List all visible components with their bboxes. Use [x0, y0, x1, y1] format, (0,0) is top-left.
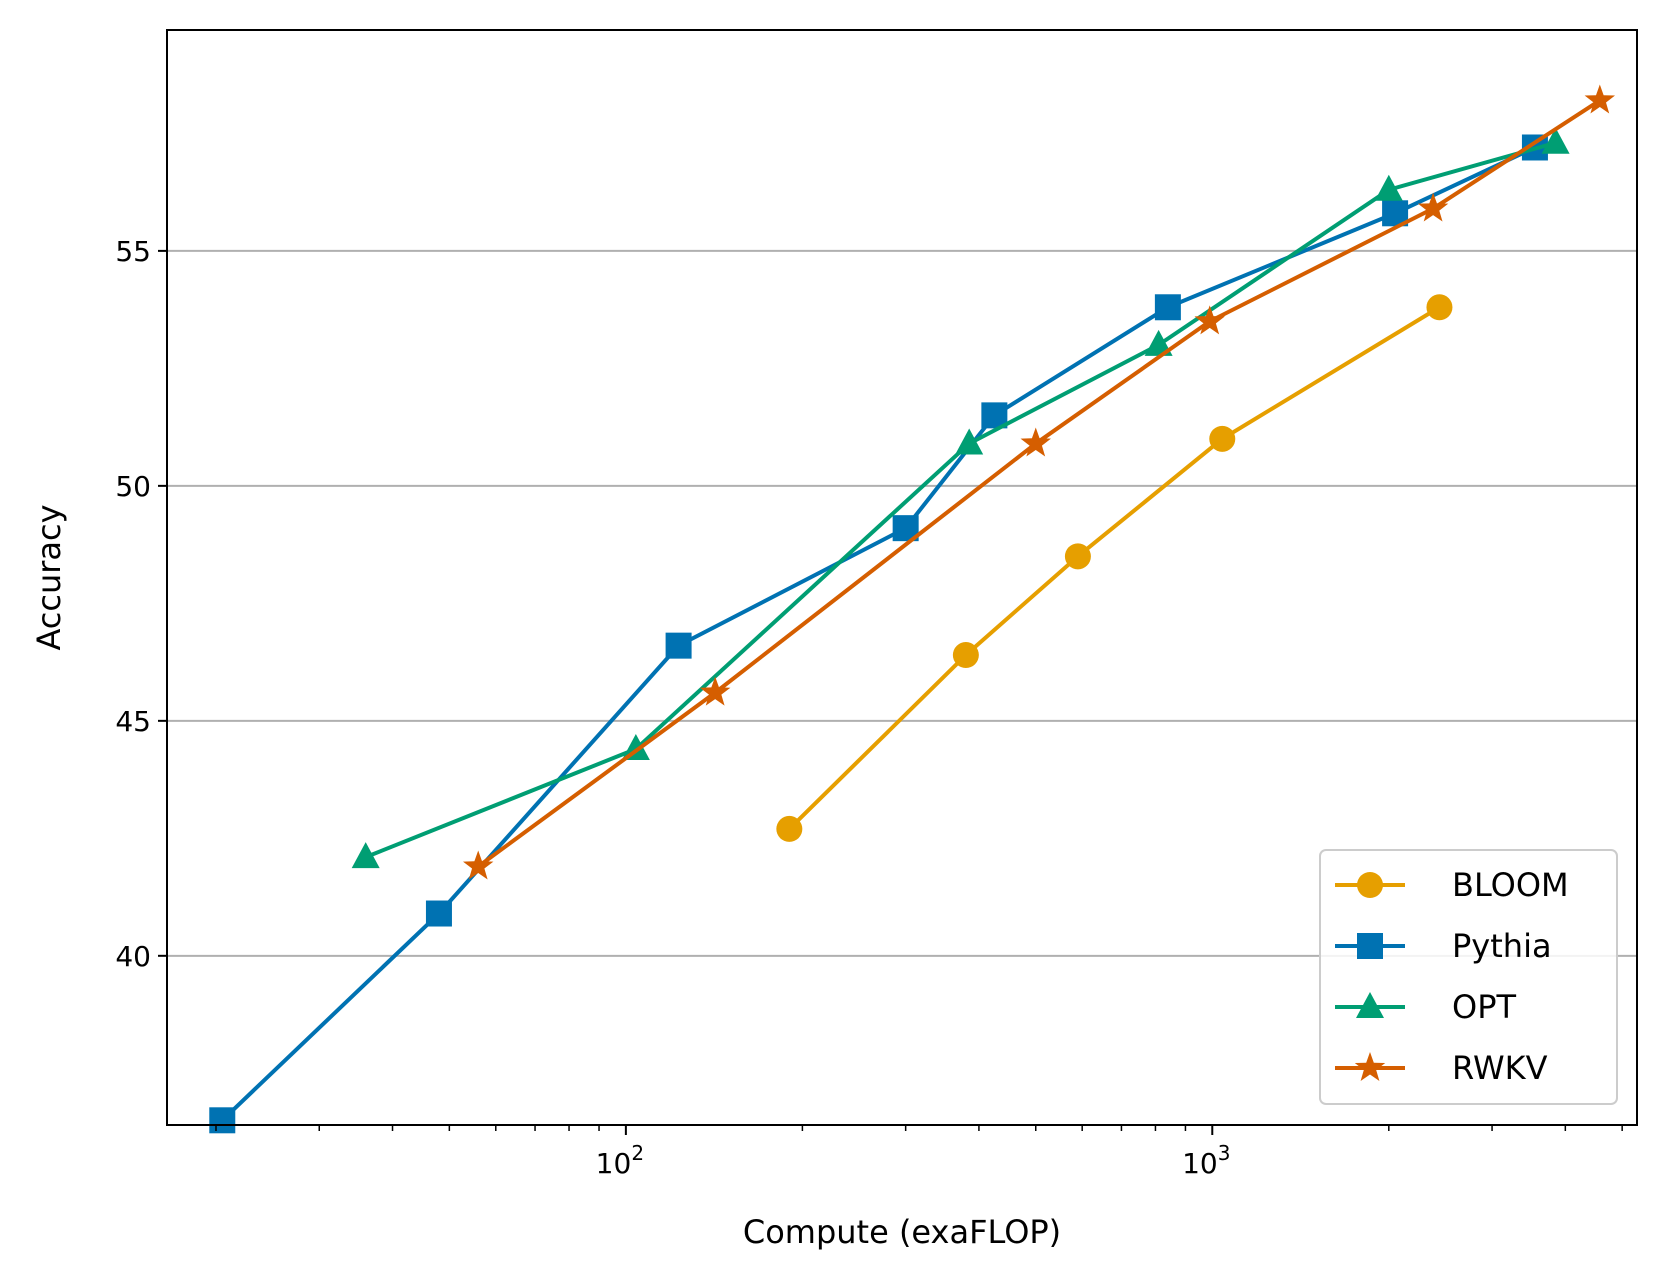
legend-entry-rwkv: RWKV — [1335, 1049, 1548, 1087]
bloom-point — [952, 642, 979, 669]
legend-marker-rwkv — [1354, 1052, 1386, 1081]
opt-line — [364, 140, 1557, 859]
pythia-point — [209, 1107, 236, 1134]
series-layer — [209, 84, 1616, 1134]
plot-frame — [166, 29, 1638, 1126]
rwkv-point — [1194, 305, 1225, 335]
y-tick-label-55: 55 — [115, 235, 151, 268]
legend-marker-bloom — [1357, 872, 1383, 898]
pythia-point — [665, 632, 692, 659]
opt-point — [1144, 329, 1173, 356]
bloom-point — [776, 815, 803, 842]
pythia-point — [1154, 294, 1181, 321]
y-axis-label: Accuracy — [30, 504, 68, 650]
pythia-point — [425, 900, 452, 927]
legend-label-opt: OPT — [1452, 988, 1516, 1026]
x-tick-label-1000: 103 — [1182, 1141, 1230, 1180]
opt-point — [351, 842, 380, 869]
legend-box — [1319, 849, 1618, 1105]
legend-label-bloom: BLOOM — [1452, 866, 1569, 904]
legend-marker-pythia — [1357, 933, 1383, 959]
rwkv-point — [1584, 84, 1616, 114]
y-tick-label-45: 45 — [115, 705, 151, 738]
series-rwkv — [462, 84, 1616, 880]
bloom-point — [1426, 294, 1453, 321]
legend: BLOOM Pythia OPT RWKV — [1319, 849, 1618, 1105]
rwkv-point — [1020, 427, 1051, 457]
legend-entry-opt: OPT — [1335, 988, 1516, 1026]
y-tick-label-50: 50 — [115, 470, 151, 503]
legend-marker-opt — [1356, 992, 1384, 1018]
x-axis-label: Compute (exaFLOP) — [743, 1213, 1061, 1251]
legend-label-pythia: Pythia — [1452, 927, 1552, 965]
opt-point — [1541, 127, 1570, 154]
axis-ticks: 40 45 50 55 102 103 — [115, 235, 1623, 1180]
bloom-point — [1209, 425, 1236, 452]
legend-entry-bloom: BLOOM — [1335, 866, 1569, 904]
x-tick-label-100: 102 — [596, 1141, 644, 1180]
bloom-point — [1064, 543, 1091, 570]
rwkv-point — [699, 676, 731, 706]
rwkv-point — [462, 850, 494, 880]
rwkv-point — [1417, 192, 1449, 222]
bloom-line — [787, 305, 1441, 831]
series-bloom — [776, 294, 1453, 842]
legend-label-rwkv: RWKV — [1452, 1049, 1548, 1087]
opt-point — [1374, 174, 1403, 201]
rwkv-line — [477, 98, 1601, 869]
series-opt — [351, 127, 1570, 869]
y-tick-label-40: 40 — [115, 940, 151, 973]
opt-point — [955, 428, 984, 455]
legend-entry-pythia: Pythia — [1335, 927, 1552, 965]
